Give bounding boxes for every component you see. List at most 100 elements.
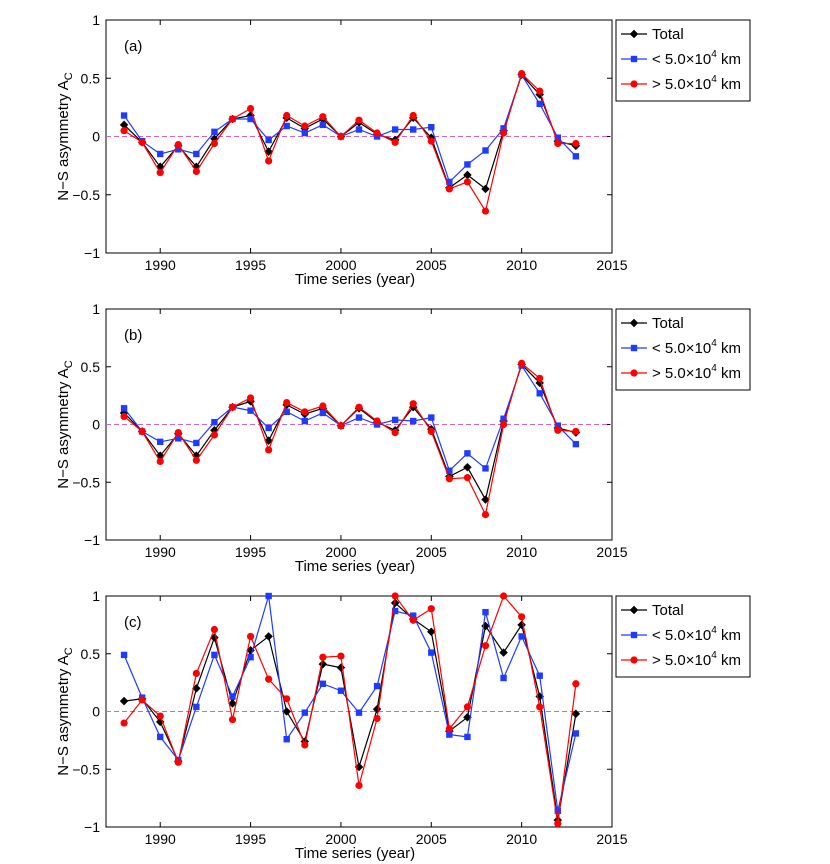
data-point	[192, 167, 200, 176]
data-point	[175, 146, 182, 153]
x-tick-label: 2000	[325, 831, 356, 847]
data-point	[428, 414, 435, 421]
data-point	[391, 138, 399, 146]
data-point	[211, 418, 218, 426]
data-point	[409, 616, 417, 624]
data-point	[174, 758, 182, 766]
data-point	[373, 682, 381, 690]
data-point	[319, 680, 327, 687]
legend-marker	[630, 55, 638, 63]
data-point	[499, 648, 508, 657]
y-axis-label: N−S asymmetry AC	[55, 72, 75, 200]
data-point	[355, 403, 363, 411]
y-tick-label: 1	[92, 588, 100, 604]
x-tick-label: 2010	[506, 544, 537, 560]
data-point	[283, 408, 290, 415]
data-point	[463, 178, 472, 186]
data-point	[265, 424, 272, 432]
data-point	[500, 125, 507, 132]
data-point	[337, 652, 345, 660]
data-point	[301, 129, 308, 137]
data-point	[283, 122, 290, 130]
data-point	[463, 703, 472, 711]
x-tick-label: 2015	[596, 257, 627, 273]
legend-entry: Total	[652, 26, 684, 43]
legend-entry: < 5.0×104 km	[652, 49, 741, 68]
data-point	[156, 457, 164, 466]
data-point	[210, 625, 219, 634]
y-tick-label: −0.5	[72, 187, 100, 203]
data-point	[228, 403, 237, 411]
legend-marker	[630, 369, 638, 377]
data-point	[445, 725, 453, 733]
x-tick-label: 2000	[325, 257, 356, 273]
data-point	[373, 417, 381, 425]
data-point	[410, 126, 417, 133]
data-point	[337, 422, 345, 430]
x-tick-label: 1995	[235, 257, 266, 273]
data-point	[463, 474, 472, 482]
data-point	[499, 592, 508, 600]
data-point	[391, 126, 399, 133]
data-point	[554, 134, 561, 141]
data-point	[463, 462, 472, 472]
data-point	[427, 137, 435, 145]
data-point	[283, 398, 291, 407]
data-point	[390, 598, 400, 608]
data-point	[264, 632, 273, 641]
legend-entry: < 5.0×104 km	[652, 338, 741, 357]
legend-marker	[630, 80, 638, 88]
data-point	[175, 435, 182, 442]
data-point	[156, 169, 164, 177]
data-point	[193, 703, 200, 711]
data-point	[554, 422, 561, 429]
y-axis-label: N−S asymmetry AC	[55, 360, 75, 488]
y-tick-label: 1	[92, 12, 100, 28]
data-point	[247, 115, 254, 123]
data-point	[536, 672, 543, 679]
y-tick-label: 0	[92, 417, 100, 433]
data-point	[337, 687, 345, 694]
data-point	[446, 731, 453, 738]
data-point	[391, 607, 399, 615]
data-point	[409, 111, 417, 120]
data-point	[192, 456, 200, 464]
data-point	[246, 394, 255, 402]
data-point	[518, 613, 526, 621]
data-point	[283, 695, 291, 703]
data-point	[571, 709, 581, 719]
panel-2: 1990 1995 2000 2005 2010 2015 −1 −0.5 0 0.5 1 (b) Ti…	[55, 301, 751, 575]
y-tick-label: 0.5	[81, 70, 101, 86]
x-tick-label: 2005	[416, 257, 447, 273]
data-point	[482, 147, 489, 154]
data-point	[427, 427, 435, 436]
data-point	[265, 592, 272, 600]
data-point	[318, 659, 328, 669]
data-point	[301, 417, 308, 425]
x-tick-label: 2015	[596, 544, 627, 560]
data-point	[481, 207, 490, 215]
legend-marker	[629, 605, 639, 615]
x-tick-label: 2000	[325, 544, 356, 560]
x-tick-label: 2005	[416, 831, 447, 847]
series-line-2	[123, 594, 577, 824]
data-point	[355, 709, 363, 716]
data-point	[517, 620, 526, 630]
legend: Total < 5.0×104 km > 5.0×104 km	[615, 595, 751, 678]
data-point	[138, 696, 146, 704]
data-point	[193, 439, 200, 447]
legend-marker	[630, 631, 638, 639]
legend-entry: > 5.0×104 km	[652, 650, 741, 669]
data-point	[572, 680, 580, 688]
data-point	[211, 128, 218, 136]
data-point	[265, 136, 272, 144]
series-line-0	[123, 363, 577, 502]
data-point	[336, 663, 346, 672]
data-point	[536, 390, 543, 397]
data-point	[211, 651, 218, 659]
data-point	[355, 126, 363, 133]
data-point	[572, 440, 580, 448]
data-point	[481, 184, 490, 194]
data-point	[120, 127, 128, 135]
